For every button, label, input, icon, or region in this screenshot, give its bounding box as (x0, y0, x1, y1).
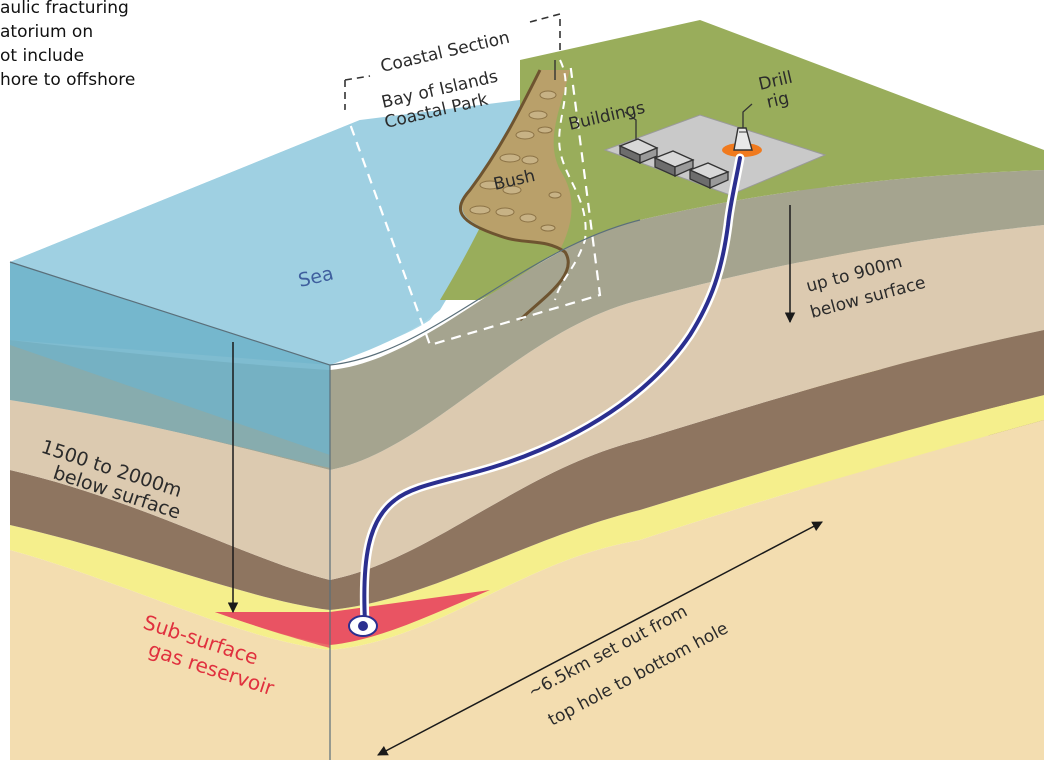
building-2 (653, 150, 695, 178)
reservoir-zone-lower (215, 612, 330, 648)
wellbore (348, 153, 745, 637)
bush-rocks (469, 90, 562, 232)
coastal-section-white-box (343, 61, 602, 347)
depth-arrows (227, 205, 823, 756)
label-rig: rig (765, 88, 791, 113)
sea-water-top (10, 100, 545, 365)
coastal-section-boundary (343, 12, 602, 347)
drill-pad-surface (603, 114, 827, 196)
building-3 (688, 162, 730, 190)
drill-pad (603, 103, 827, 196)
sea-surface (10, 100, 545, 468)
sea-front-water (10, 262, 330, 455)
block-edges (9, 219, 641, 760)
building-1 (618, 138, 659, 165)
intro-text-line-2: atorium on (0, 22, 94, 42)
intro-text-line-3: ot include (0, 46, 85, 66)
drill-rig-tower (733, 127, 753, 151)
buildings-leader (624, 111, 637, 140)
setout-arrow (377, 521, 823, 756)
intro-text-line-1: aulic fracturing (0, 0, 129, 18)
drill-rig-leader (742, 103, 753, 128)
wellbore-line (362, 156, 742, 624)
coast-edge (459, 69, 570, 322)
bush-dashed-boundary (554, 59, 587, 301)
layer-brown (10, 330, 1044, 610)
intro-text-line-4: hore to offshore (0, 70, 136, 90)
